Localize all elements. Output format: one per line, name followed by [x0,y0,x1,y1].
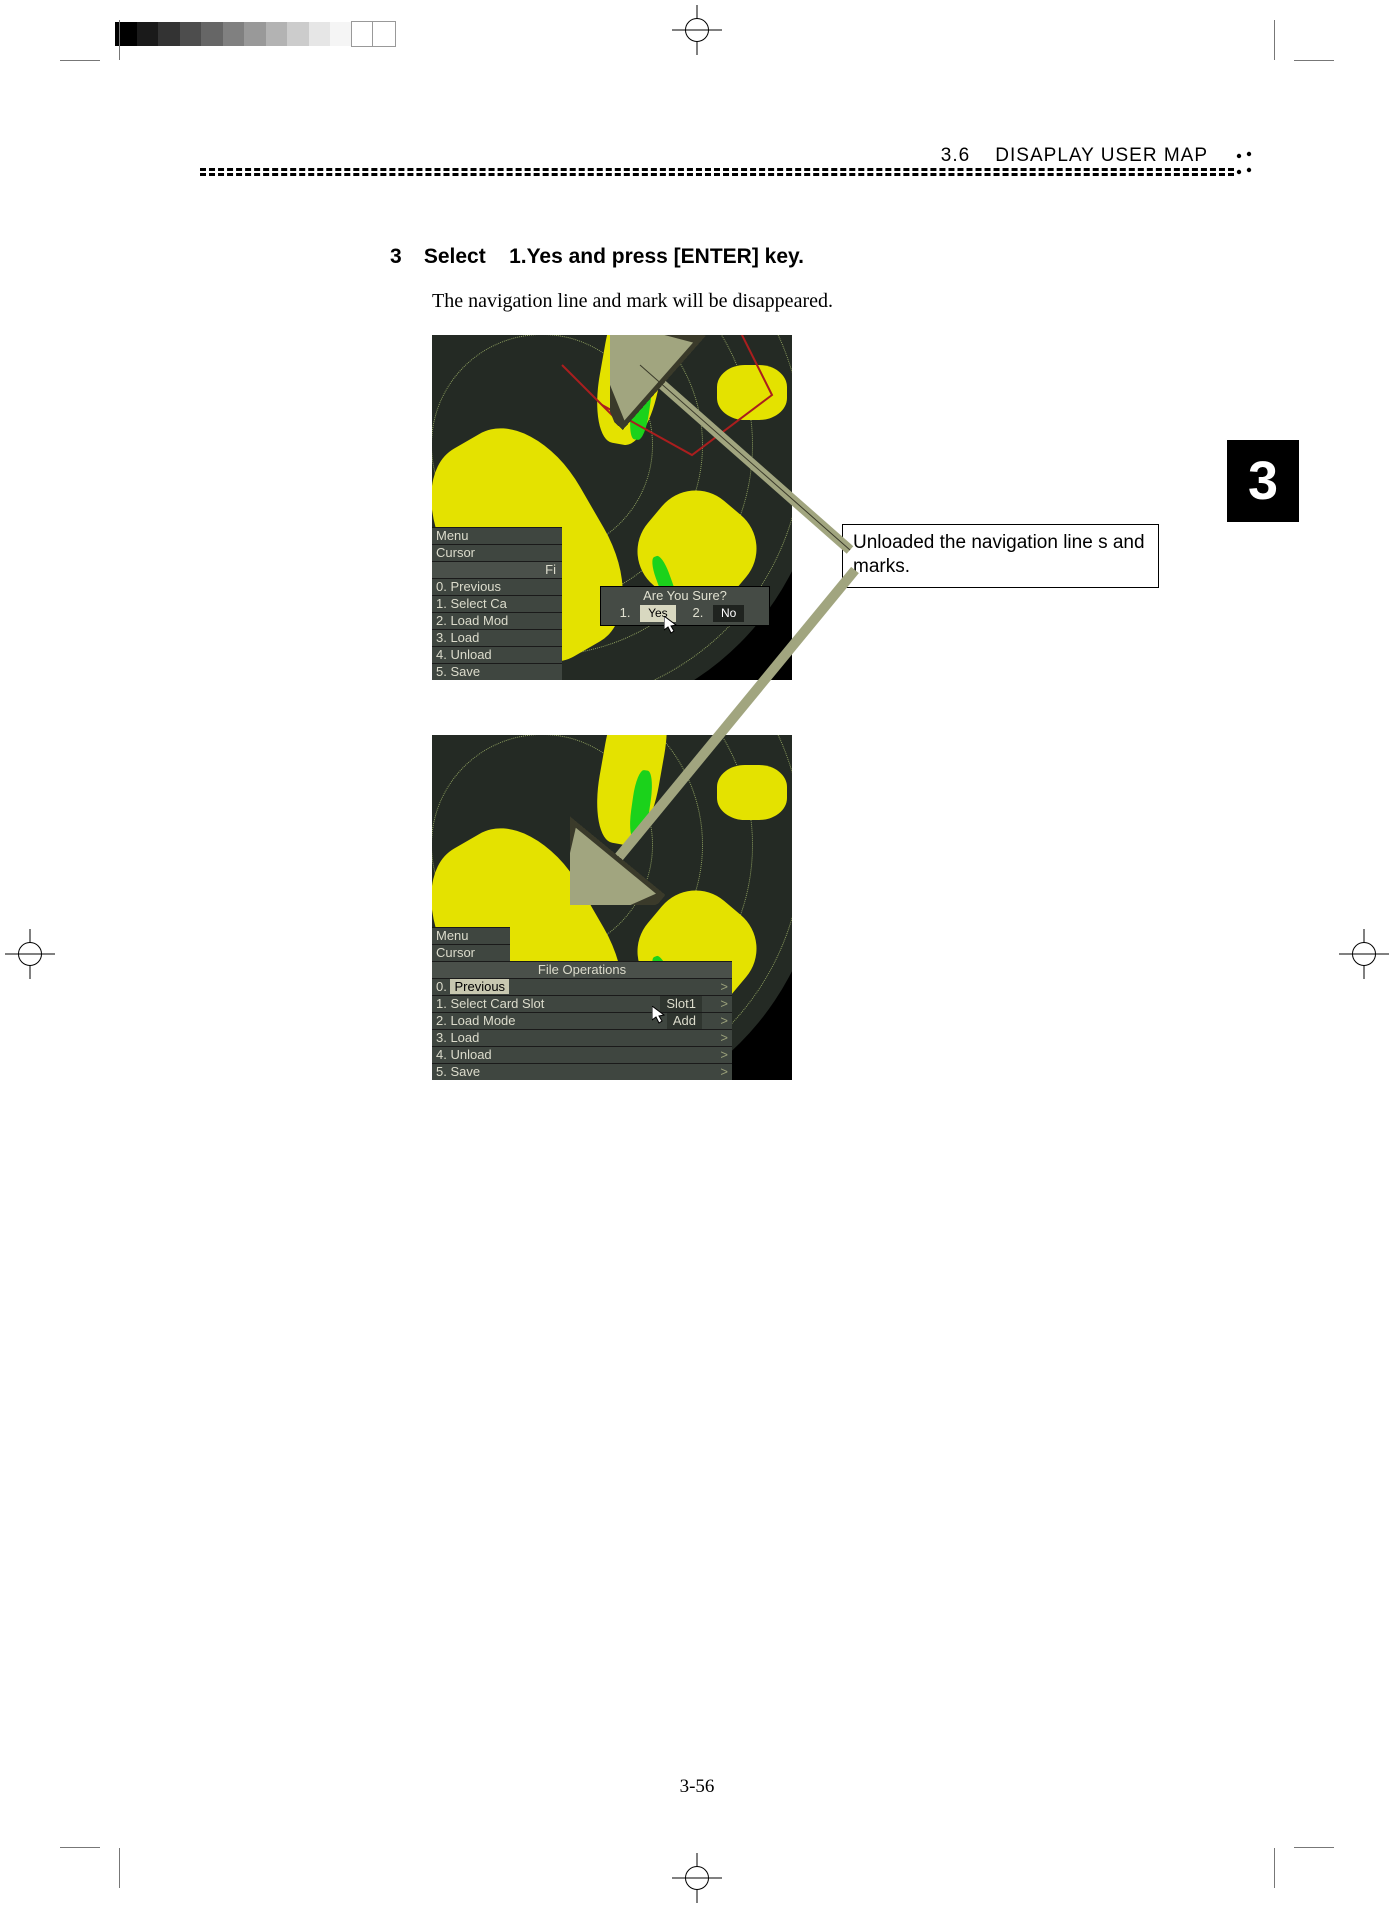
manual-page: 3.6 DISAPLAY USER MAP 3 3 Select 1.Yes a… [0,0,1394,1908]
menu-item[interactable]: 2. Load ModeAdd> [432,1012,732,1029]
file-menu-partial: Menu Cursor Fi 0. Previous1. Select Ca2.… [432,527,562,680]
menu-header: Menu [432,927,510,944]
calibration-strip [115,22,395,46]
menu-item[interactable]: 4. Unload> [432,1046,732,1063]
radar-screenshot-before: 270 Menu Cursor Fi 0. Previous1. Select … [432,335,792,680]
crop-mark-icon [40,60,100,120]
crop-mark-icon [40,1788,100,1848]
crop-mark-icon [1294,1788,1354,1848]
registration-mark-icon [672,1853,722,1903]
radar-screenshot-after: 270 Menu Cursor File Operations 0. Previ… [432,735,792,1080]
panel-title: Fi [432,561,562,578]
registration-mark-icon [5,929,55,979]
section-number: 3.6 [941,145,970,166]
registration-mark-icon [672,5,722,55]
menu-item[interactable]: 4. Unload [432,646,562,663]
page-number: 3-56 [680,1776,715,1798]
callout-text: Unloaded the navigation line s and marks… [853,532,1145,577]
running-head: 3.6 DISAPLAY USER MAP [935,145,1214,167]
menu-item[interactable]: 1. Select Ca [432,595,562,612]
opt2-num: 2. [693,605,704,620]
step-number: 3 [390,245,418,269]
dialog-title: Are You Sure? [601,587,769,604]
no-button[interactable]: No [713,605,744,622]
menu-item[interactable]: 1. Select Card SlotSlot1> [432,995,732,1012]
header-rule [200,168,1234,176]
step-heading: 3 Select 1.Yes and press [ENTER] key. [390,245,804,269]
callout-box: Unloaded the navigation line s and marks… [842,524,1159,588]
cursor-label: Cursor [432,944,510,961]
file-operations-menu: Menu Cursor File Operations 0. Previous>… [432,927,732,1080]
step-label-b: 1.Yes and press [ENTER] key. [509,245,804,268]
panel-title: File Operations [432,961,732,978]
menu-item[interactable]: 5. Save [432,663,562,680]
chapter-tab: 3 [1227,440,1299,522]
step-body-text: The navigation line and mark will be dis… [432,290,833,313]
menu-header: Menu [432,527,562,544]
menu-item[interactable]: 2. Load Mod [432,612,562,629]
menu-item[interactable]: 0. Previous> [432,978,732,995]
menu-item[interactable]: 0. Previous [432,578,562,595]
step-label-a: Select [424,245,486,268]
crop-mark-icon [1294,60,1354,120]
section-title: DISAPLAY USER MAP [995,145,1208,166]
header-dots-icon [1234,150,1254,181]
cursor-icon [652,1006,666,1024]
menu-item[interactable]: 3. Load [432,629,562,646]
menu-item[interactable]: 5. Save> [432,1063,732,1080]
opt1-num: 1. [620,605,631,620]
menu-item[interactable]: 3. Load> [432,1029,732,1046]
confirm-dialog: Are You Sure? 1. Yes 2. No [600,586,770,626]
cursor-icon [664,616,678,634]
registration-mark-icon [1339,929,1389,979]
cursor-label: Cursor [432,544,562,561]
